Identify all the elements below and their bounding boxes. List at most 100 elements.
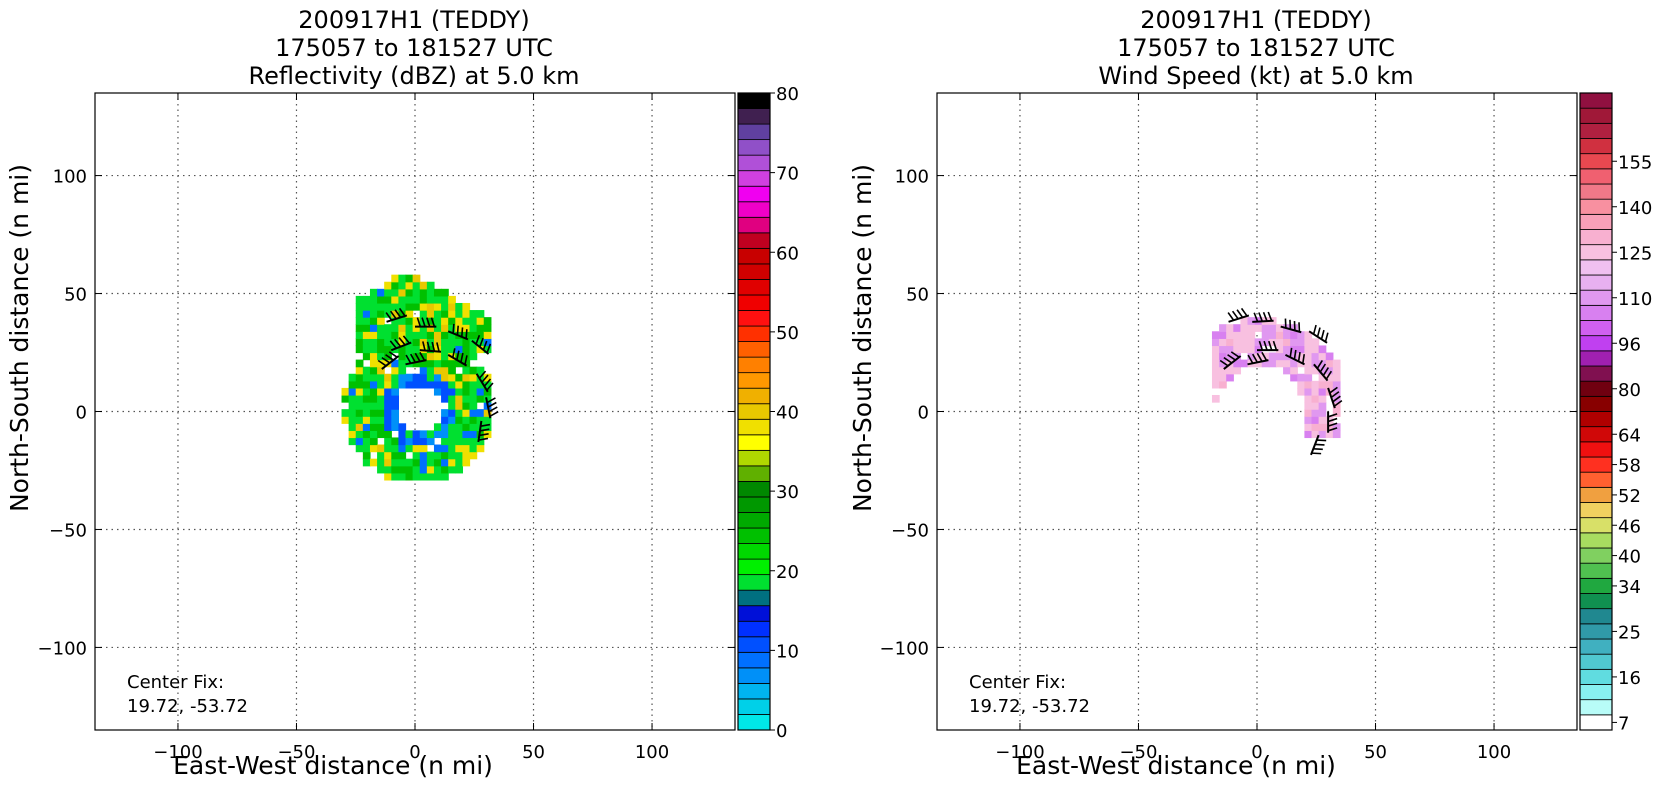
- field-cell: [419, 281, 428, 290]
- field-cell: [426, 458, 435, 467]
- field-cell: [412, 345, 421, 354]
- field-cell: [362, 387, 371, 396]
- field-cell: [412, 302, 421, 311]
- field-cell: [419, 380, 428, 389]
- wind-speed-field: [1211, 307, 1343, 456]
- colorbar-bin: [737, 651, 771, 669]
- wind-barb-feather: [394, 309, 402, 318]
- wind-barb-staff: [419, 349, 442, 353]
- wind-barb-feather: [1325, 370, 1333, 380]
- field-cell: [1247, 338, 1256, 347]
- field-cell: [384, 338, 392, 347]
- field-cell: [441, 310, 449, 318]
- field-cell: [448, 444, 456, 453]
- field-cell: [455, 451, 464, 460]
- wind-barb-feather: [389, 310, 397, 320]
- field-cell: [455, 317, 464, 325]
- field-cell: [369, 444, 378, 453]
- field-cell: [1211, 359, 1220, 368]
- field-cell: [362, 430, 371, 439]
- colorbar-tick-label: 70: [776, 164, 799, 185]
- colorbar-tick-label: 58: [1618, 456, 1641, 477]
- field-cell: [362, 423, 371, 431]
- field-cell: [355, 324, 364, 332]
- field-cell: [377, 387, 385, 396]
- field-cell: [448, 416, 456, 424]
- wind-barb-feather: [377, 359, 387, 367]
- y-tick-label: 50: [64, 285, 87, 306]
- field-cell: [1318, 345, 1327, 354]
- field-cell: [462, 302, 471, 311]
- wind-barb-feather: [1314, 443, 1325, 446]
- colorbar-tick-label: 20: [776, 562, 799, 583]
- field-cell: [469, 373, 478, 382]
- field-cell: [462, 387, 471, 396]
- colorbar-bin: [737, 682, 771, 700]
- field-cell: [384, 331, 392, 339]
- colorbar-tick-label: 30: [776, 482, 799, 503]
- field-cell: [441, 465, 449, 474]
- wind-barb-feather: [1330, 391, 1340, 399]
- field-cell: [426, 288, 435, 297]
- field-cell: [391, 423, 400, 431]
- field-cell: [462, 310, 471, 318]
- wind-barb-feather: [1297, 351, 1301, 362]
- field-cell: [1311, 352, 1320, 361]
- field-cell: [1318, 423, 1327, 431]
- field-cell: [369, 302, 378, 311]
- field-cell: [1211, 394, 1220, 403]
- wind-speed-colorbar: 7 16 25 34 40 46 52 58 64 80 96 110 125 140 155: [1579, 92, 1652, 734]
- wind-barb-feather: [483, 378, 492, 387]
- colorbar-bin: [737, 154, 771, 172]
- colorbar-bin: [1579, 274, 1613, 291]
- y-tick-label: 0: [918, 403, 929, 424]
- wind-barb-feather: [1329, 386, 1338, 394]
- field-cell: [1304, 387, 1313, 396]
- colorbar-bin: [737, 232, 771, 249]
- field-cell: [462, 366, 471, 375]
- colorbar-bin: [1579, 229, 1613, 246]
- field-cell: [1275, 338, 1284, 347]
- colorbar-bin: [1579, 335, 1613, 352]
- field-cell: [377, 423, 385, 431]
- wind-barb-feather: [482, 340, 488, 351]
- field-cell: [405, 281, 414, 290]
- panel-title-line-2: 175057 to 181527 UTC: [275, 34, 553, 62]
- field-cell: [455, 402, 464, 410]
- field-cell: [1332, 423, 1341, 431]
- colorbar-bin: [1579, 668, 1613, 685]
- field-cell: [433, 338, 442, 347]
- field-cell: [419, 288, 428, 297]
- field-cell: [348, 402, 357, 410]
- wind-barb-feather: [486, 343, 492, 354]
- colorbar-bin: [1579, 411, 1613, 428]
- field-cell: [441, 288, 449, 297]
- axis-ticks: −100 −50 0 50 100 −100 −50 0 50 100: [38, 93, 735, 763]
- colorbar-bin: [1579, 350, 1613, 367]
- field-cell: [369, 366, 378, 375]
- x-tick-label: 50: [1364, 742, 1387, 763]
- field-cell: [355, 302, 364, 311]
- x-tick-label: 50: [522, 742, 545, 763]
- field-cell: [405, 302, 414, 311]
- field-cell: [362, 324, 371, 332]
- field-cell: [433, 423, 442, 431]
- field-cell: [362, 366, 371, 375]
- field-cell: [426, 331, 435, 339]
- field-cell: [483, 317, 492, 325]
- wind-barb-feather: [1319, 363, 1327, 373]
- field-cell: [448, 458, 456, 467]
- wind-barb-feather: [478, 370, 487, 379]
- field-cell: [355, 416, 364, 424]
- field-cell: [419, 302, 428, 311]
- field-cell: [1318, 366, 1327, 375]
- field-cell: [433, 380, 442, 389]
- wind-barb-feather: [1316, 359, 1324, 369]
- field-cell: [419, 458, 428, 467]
- wind-barb-feather: [410, 353, 417, 363]
- field-cell: [426, 430, 435, 439]
- field-cell: [362, 402, 371, 410]
- field-cell: [377, 444, 385, 453]
- field-cell: [469, 380, 478, 389]
